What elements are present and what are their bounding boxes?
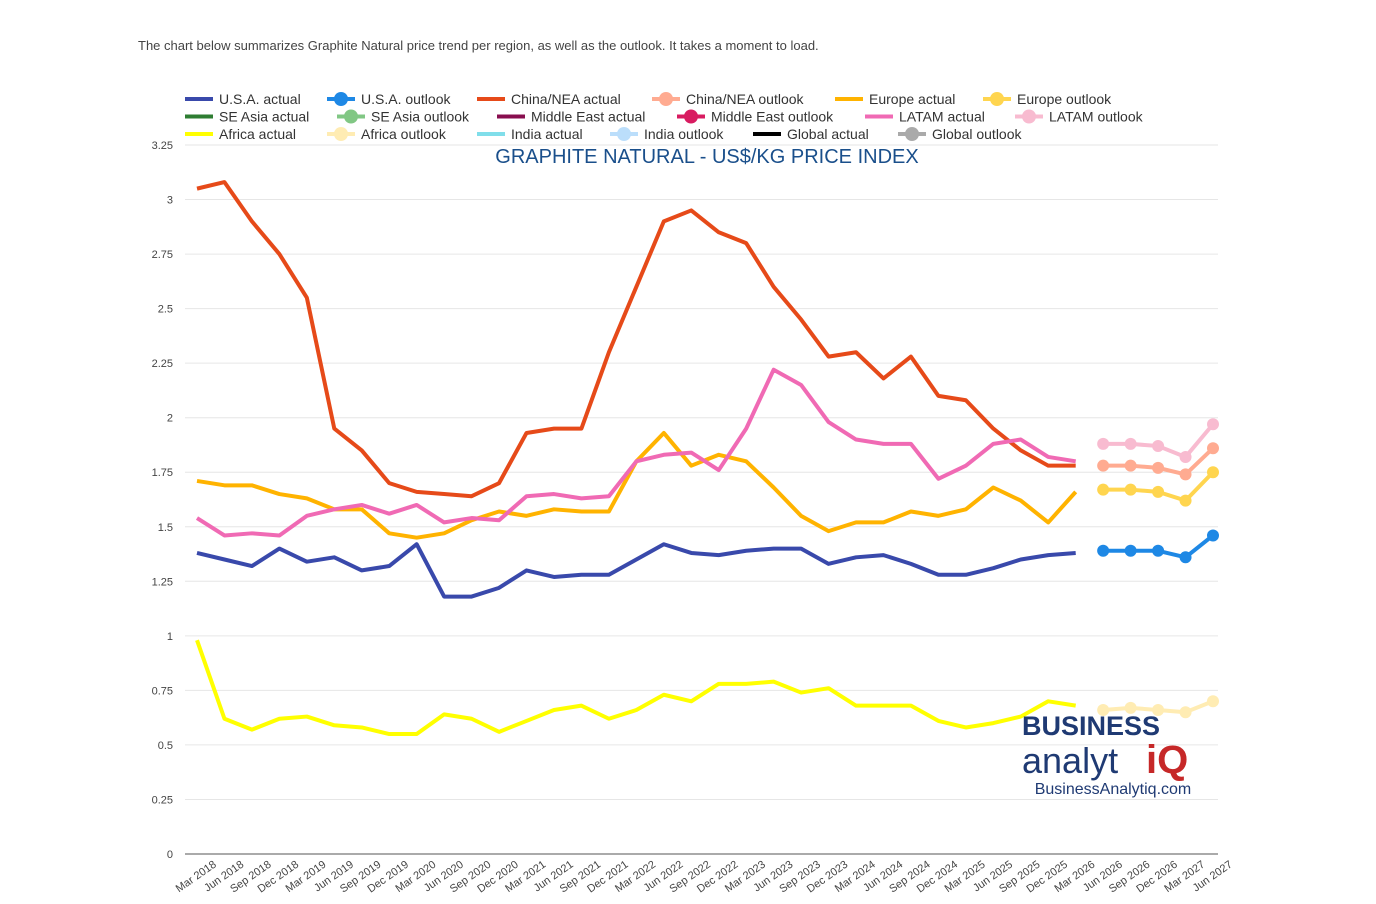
legend-label: China/NEA outlook bbox=[686, 91, 805, 107]
series-marker bbox=[1124, 437, 1137, 450]
logo: BUSINESS analyt iQ BusinessAnalytiq.com bbox=[1022, 711, 1191, 798]
legend-label: China/NEA actual bbox=[511, 91, 621, 107]
legend-label: Africa outlook bbox=[361, 126, 447, 142]
series-marker bbox=[1152, 704, 1165, 717]
series-line bbox=[196, 180, 1076, 499]
series-marker bbox=[1124, 544, 1137, 557]
series-marker bbox=[1152, 461, 1165, 474]
legend-label: India outlook bbox=[644, 126, 724, 142]
legend-label: U.S.A. actual bbox=[219, 91, 301, 107]
series-marker bbox=[1179, 551, 1192, 564]
legend-marker bbox=[659, 92, 673, 106]
series-marker bbox=[1179, 450, 1192, 463]
legend-label: Europe actual bbox=[869, 91, 955, 107]
intro-text: The chart below summarizes Graphite Natu… bbox=[138, 38, 819, 53]
y-tick-label: 0.5 bbox=[158, 740, 173, 752]
y-tick-label: 1.5 bbox=[158, 522, 173, 534]
series-marker bbox=[1097, 544, 1110, 557]
series-marker bbox=[1179, 706, 1192, 719]
legend-marker bbox=[990, 92, 1004, 106]
y-tick-label: 2.75 bbox=[152, 249, 173, 261]
series-marker bbox=[1124, 459, 1137, 472]
series-marker bbox=[1179, 468, 1192, 481]
series-line bbox=[196, 542, 1076, 599]
legend-label: Europe outlook bbox=[1017, 91, 1112, 107]
logo-brand-iq: iQ bbox=[1146, 738, 1188, 782]
legend-label: Middle East outlook bbox=[711, 109, 834, 125]
legend-label: LATAM outlook bbox=[1049, 109, 1144, 125]
series-marker bbox=[1097, 483, 1110, 496]
series-marker bbox=[1097, 437, 1110, 450]
legend-marker bbox=[334, 127, 348, 141]
legend-label: India actual bbox=[511, 126, 583, 142]
series-marker bbox=[1207, 442, 1219, 455]
series-marker bbox=[1152, 544, 1165, 557]
legend-marker bbox=[617, 127, 631, 141]
legend-marker bbox=[1022, 109, 1036, 124]
series-line bbox=[195, 639, 1077, 737]
legend-label: Middle East actual bbox=[531, 109, 645, 125]
logo-word: BUSINESS bbox=[1022, 711, 1160, 741]
series-marker bbox=[1207, 418, 1219, 431]
series-marker bbox=[1124, 701, 1137, 714]
y-tick-label: 2 bbox=[167, 413, 173, 425]
y-tick-label: 0 bbox=[167, 849, 173, 861]
series-marker bbox=[1207, 695, 1219, 708]
series-marker bbox=[1124, 483, 1137, 496]
series-marker bbox=[1097, 459, 1110, 472]
y-tick-label: 1 bbox=[167, 631, 173, 643]
y-tick-label: 0.75 bbox=[152, 685, 173, 697]
series-marker bbox=[1179, 494, 1192, 507]
legend-marker bbox=[905, 127, 919, 141]
legend-marker bbox=[334, 92, 348, 106]
y-tick-label: 3.25 bbox=[152, 140, 173, 152]
legend-marker bbox=[344, 109, 358, 124]
y-tick-label: 1.75 bbox=[152, 467, 173, 479]
legend-label: SE Asia outlook bbox=[371, 109, 470, 125]
y-tick-label: 2.5 bbox=[158, 304, 173, 316]
legend-label: U.S.A. outlook bbox=[361, 91, 451, 107]
y-tick-label: 1.25 bbox=[152, 576, 173, 588]
legend-label: Global outlook bbox=[932, 126, 1023, 142]
legend-label: SE Asia actual bbox=[219, 109, 309, 125]
legend-label: LATAM actual bbox=[899, 109, 985, 125]
logo-url: BusinessAnalytiq.com bbox=[1035, 781, 1192, 798]
legend-marker bbox=[684, 109, 698, 124]
y-tick-label: 0.25 bbox=[152, 794, 173, 806]
series-marker bbox=[1152, 440, 1165, 453]
y-tick-label: 3 bbox=[167, 195, 173, 207]
series-line bbox=[196, 430, 1078, 540]
series-marker bbox=[1152, 485, 1165, 498]
legend-label: Global actual bbox=[787, 126, 869, 142]
legend-label: Africa actual bbox=[219, 126, 296, 142]
y-tick-label: 2.25 bbox=[152, 358, 173, 370]
series-marker bbox=[1207, 466, 1219, 479]
series-marker bbox=[1207, 529, 1219, 542]
series-marker bbox=[1097, 704, 1110, 717]
series-line bbox=[195, 367, 1077, 538]
chart-title: GRAPHITE NATURAL - US$/KG PRICE INDEX bbox=[495, 146, 918, 168]
logo-brand: analyt bbox=[1022, 740, 1118, 781]
